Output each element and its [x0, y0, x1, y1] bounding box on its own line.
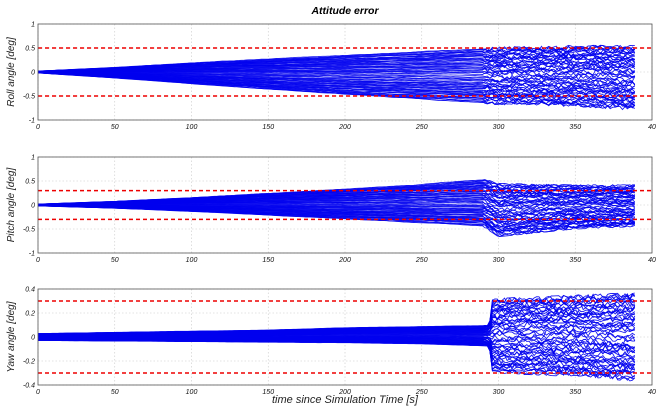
pitch-y-tick-label: -1 — [29, 251, 35, 258]
pitch-x-tick-label: 250 — [415, 257, 428, 264]
roll-x-tick-label: 300 — [493, 124, 505, 131]
yaw-y-tick-label: -0.4 — [23, 383, 35, 390]
pitch-x-tick-label: 50 — [111, 257, 119, 264]
roll-x-tick-label: 50 — [111, 124, 119, 131]
roll-y-tick-label: -0.5 — [23, 94, 35, 101]
yaw-angle-panel: 0 50 100 150 200 250 300 350 40-0.4-0.200.20.4Ya… — [6, 287, 656, 397]
pitch-x-tick-label: 200 — [338, 257, 351, 264]
yaw-x-tick-label: 50 — [111, 389, 119, 396]
pitch-x-tick-label: 0 — [36, 257, 40, 264]
pitch-x-tick-label: 150 — [262, 257, 274, 264]
pitch-angle-panel: 0 50 100 150 200 250 300 350 40 -1 -0.5 0 0.5 1 Pitch … — [6, 155, 656, 265]
roll-x-tick-label: 40 — [648, 124, 656, 131]
roll-x-tick-label: 0 — [36, 124, 40, 131]
roll-y-tick-label: -1 — [29, 118, 35, 125]
pitch-y-axis-label: Pitch angle [deg] — [6, 168, 17, 243]
x-axis-label: time since Simulation Time [s] — [272, 394, 419, 406]
roll-x-tick-label: 350 — [569, 124, 581, 131]
figure-title: Attitude error — [310, 5, 379, 17]
roll-y-tick-label: 0.5 — [25, 46, 35, 53]
roll-x-tick-label: 100 — [186, 124, 198, 131]
pitch-x-tick-label: 350 — [569, 257, 581, 264]
yaw-y-tick-label: 0.2 — [25, 311, 35, 318]
roll-x-tick-label: 150 — [262, 124, 274, 131]
yaw-y-tick-label: -0.2 — [23, 359, 35, 366]
yaw-x-tick-label: 40 — [648, 389, 656, 396]
pitch-x-tick-label: 300 — [493, 257, 505, 264]
yaw-x-tick-label: 300 — [493, 389, 505, 396]
pitch-x-tick-label: 100 — [186, 257, 198, 264]
roll-angle-panel: 0 50 100 150 200 250 300 350 40 -1 -0.5 0 0.5 1 Roll a… — [6, 22, 656, 132]
roll-x-tick-label: 250 — [415, 124, 428, 131]
pitch-y-tick-label: 0 — [31, 203, 35, 210]
pitch-y-tick-label: 1 — [31, 155, 35, 162]
yaw-x-tick-label: 0 — [36, 389, 40, 396]
yaw-x-tick-label: 100 — [186, 389, 198, 396]
yaw-y-axis-label: Yaw angle [deg] — [6, 301, 17, 372]
yaw-x-tick-label: 350 — [569, 389, 581, 396]
pitch-y-tick-label: 0.5 — [25, 179, 35, 186]
roll-y-tick-label: 1 — [31, 22, 35, 29]
yaw-y-tick-label: 0.4 — [25, 287, 35, 294]
roll-y-axis-label: Roll angle [deg] — [6, 37, 17, 107]
roll-y-tick-label: 0 — [31, 70, 35, 77]
pitch-y-tick-label: -0.5 — [23, 227, 35, 234]
roll-x-tick-label: 200 — [338, 124, 351, 131]
pitch-x-tick-label: 40 — [648, 257, 656, 264]
yaw-y-tick-label: 0 — [31, 335, 35, 342]
